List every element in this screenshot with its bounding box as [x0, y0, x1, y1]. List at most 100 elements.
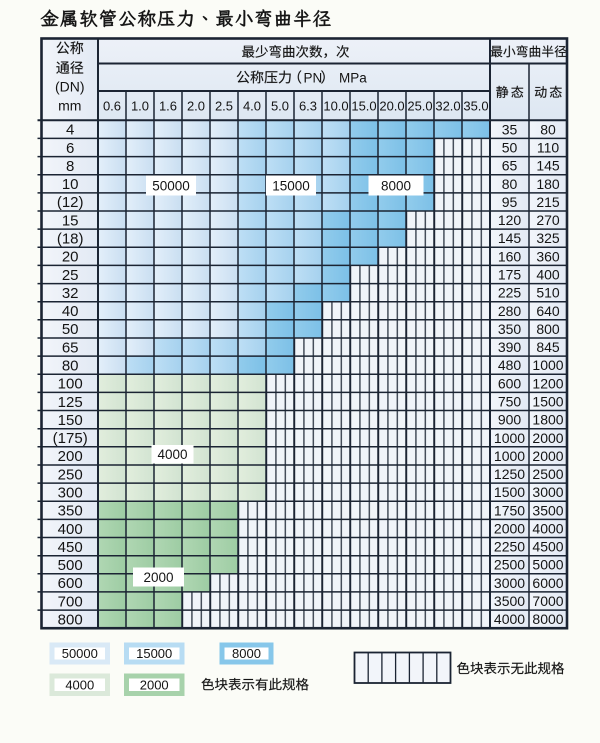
svg-text:700: 700 [58, 593, 83, 610]
svg-text:300: 300 [58, 485, 83, 502]
svg-text:(12): (12) [57, 194, 84, 211]
svg-text:mm: mm [58, 98, 81, 114]
svg-text:20: 20 [62, 249, 79, 266]
svg-text:2000: 2000 [140, 678, 169, 693]
svg-text:0.6: 0.6 [103, 99, 121, 114]
svg-text:1000: 1000 [494, 430, 525, 446]
svg-text:4000: 4000 [65, 678, 94, 693]
svg-text:40: 40 [62, 303, 79, 320]
svg-text:3000: 3000 [532, 484, 563, 500]
svg-text:20.0: 20.0 [379, 99, 404, 114]
svg-text:8000: 8000 [232, 646, 261, 661]
svg-text:360: 360 [536, 248, 560, 264]
svg-text:80: 80 [62, 358, 79, 375]
svg-text:4000: 4000 [157, 447, 187, 462]
svg-text:PN: PN [304, 70, 323, 85]
svg-text:50: 50 [502, 140, 518, 156]
svg-text:10.0: 10.0 [323, 99, 348, 114]
svg-text:4000: 4000 [532, 521, 563, 537]
svg-text:MPa: MPa [339, 70, 367, 85]
svg-text:145: 145 [498, 230, 522, 246]
svg-text:1250: 1250 [494, 466, 525, 482]
svg-text:350: 350 [498, 321, 522, 337]
svg-text:25.0: 25.0 [407, 99, 432, 114]
svg-text:510: 510 [536, 285, 560, 301]
svg-text:125: 125 [58, 394, 83, 411]
svg-text:2000: 2000 [494, 521, 525, 537]
svg-text:175: 175 [498, 267, 522, 283]
svg-text:3500: 3500 [532, 502, 563, 518]
svg-text:50000: 50000 [152, 178, 190, 193]
svg-text:110: 110 [537, 140, 560, 156]
svg-text:6: 6 [66, 140, 74, 157]
svg-text:280: 280 [498, 303, 522, 319]
svg-text:1800: 1800 [532, 412, 563, 428]
svg-text:640: 640 [536, 303, 560, 319]
svg-text:50: 50 [62, 321, 79, 338]
svg-text:2000: 2000 [532, 448, 563, 464]
svg-text:2.0: 2.0 [187, 99, 205, 114]
svg-text:1200: 1200 [532, 375, 563, 391]
svg-text:750: 750 [498, 394, 522, 410]
svg-text:150: 150 [58, 412, 83, 429]
svg-text:1500: 1500 [494, 484, 525, 500]
svg-text:2.5: 2.5 [215, 99, 233, 114]
svg-text:4: 4 [66, 122, 74, 139]
svg-text:(DN): (DN) [55, 78, 85, 94]
svg-text:270: 270 [536, 212, 560, 228]
svg-text:225: 225 [498, 285, 522, 301]
svg-text:400: 400 [536, 267, 560, 283]
svg-text:1000: 1000 [532, 357, 563, 373]
svg-text:600: 600 [498, 375, 522, 391]
svg-text:8: 8 [66, 158, 74, 175]
svg-text:50000: 50000 [62, 646, 98, 661]
svg-text:8000: 8000 [381, 178, 411, 193]
svg-text:100: 100 [58, 376, 83, 393]
svg-text:2000: 2000 [143, 570, 173, 585]
svg-text:10: 10 [62, 176, 79, 193]
svg-text:900: 900 [498, 412, 522, 428]
svg-text:1750: 1750 [494, 502, 525, 518]
svg-text:35: 35 [502, 121, 518, 137]
svg-text:325: 325 [536, 230, 560, 246]
svg-text:800: 800 [58, 612, 83, 629]
svg-text:80: 80 [540, 121, 556, 137]
svg-text:7000: 7000 [532, 593, 563, 609]
svg-text:4000: 4000 [494, 611, 525, 627]
svg-text:250: 250 [58, 466, 83, 483]
svg-text:180: 180 [536, 176, 560, 192]
svg-text:80: 80 [502, 176, 518, 192]
svg-text:2500: 2500 [532, 466, 563, 482]
svg-text:(175): (175) [53, 430, 88, 447]
svg-text:2250: 2250 [494, 539, 525, 555]
svg-text:1.0: 1.0 [131, 99, 149, 114]
svg-text:800: 800 [536, 321, 560, 337]
svg-text:15000: 15000 [136, 646, 172, 661]
svg-text:6.3: 6.3 [299, 99, 317, 114]
svg-text:32: 32 [62, 285, 79, 302]
svg-text:4.0: 4.0 [243, 99, 261, 114]
svg-text:65: 65 [62, 339, 79, 356]
svg-text:1.6: 1.6 [159, 99, 177, 114]
svg-text:3500: 3500 [494, 593, 525, 609]
svg-text:500: 500 [58, 557, 83, 574]
svg-text:2500: 2500 [494, 557, 525, 573]
svg-text:65: 65 [502, 158, 518, 174]
svg-text:15000: 15000 [272, 178, 310, 193]
svg-text:15: 15 [62, 212, 79, 229]
svg-text:95: 95 [502, 194, 518, 210]
svg-text:1000: 1000 [494, 448, 525, 464]
svg-text:400: 400 [58, 521, 83, 538]
svg-text:390: 390 [498, 339, 522, 355]
svg-text:350: 350 [58, 503, 83, 520]
svg-text:6000: 6000 [532, 575, 563, 591]
svg-text:600: 600 [58, 575, 83, 592]
svg-text:200: 200 [58, 448, 83, 465]
svg-text:845: 845 [536, 339, 560, 355]
svg-text:120: 120 [498, 212, 522, 228]
svg-text:145: 145 [536, 158, 560, 174]
svg-text:3000: 3000 [494, 575, 525, 591]
svg-text:5000: 5000 [532, 557, 563, 573]
svg-text:5.0: 5.0 [271, 99, 289, 114]
svg-text:8000: 8000 [532, 611, 563, 627]
